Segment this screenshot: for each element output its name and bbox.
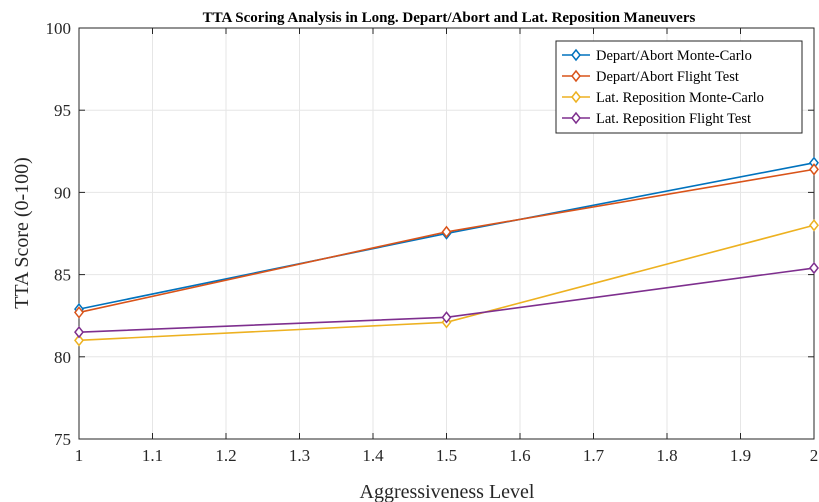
legend-label: Depart/Abort Monte-Carlo xyxy=(596,48,752,64)
data-point xyxy=(809,261,819,275)
x-tick-label: 1.3 xyxy=(289,446,310,465)
legend-marker xyxy=(571,69,581,83)
data-point xyxy=(74,306,84,319)
x-tick-label: 1.2 xyxy=(215,446,236,465)
x-axis: 1 1.1 1.2 1.3 1.4 1.5 1.6 1.7 1.8 1.9 2 xyxy=(75,28,819,465)
x-tick-label: 1.9 xyxy=(730,446,751,465)
legend-item: Depart/Abort Monte-Carlo xyxy=(562,48,752,64)
x-tick-label: 1.4 xyxy=(362,446,384,465)
legend-label: Lat. Reposition Flight Test xyxy=(596,111,751,127)
data-point xyxy=(809,219,819,232)
legend-item: Lat. Reposition Flight Test xyxy=(562,111,751,127)
legend-label: Depart/Abort Flight Test xyxy=(596,69,739,85)
chart-title: TTA Scoring Analysis in Long. Depart/Abo… xyxy=(203,10,696,26)
series-1 xyxy=(74,163,819,319)
y-axis-label: TTA Score (0-100) xyxy=(11,157,33,309)
x-tick-label: 1 xyxy=(75,446,84,465)
x-tick-label: 2 xyxy=(810,446,819,465)
legend-item: Depart/Abort Flight Test xyxy=(562,69,739,85)
legend-label: Lat. Reposition Monte-Carlo xyxy=(596,90,764,106)
series-3 xyxy=(74,261,819,339)
data-point xyxy=(441,225,452,239)
y-tick-label: 95 xyxy=(54,101,71,120)
y-tick-label: 85 xyxy=(54,266,71,285)
legend-marker xyxy=(571,111,581,125)
x-tick-label: 1.8 xyxy=(656,446,677,465)
data-point xyxy=(809,163,819,176)
data-point xyxy=(441,311,452,324)
y-axis: 75 80 85 90 95 100 xyxy=(46,19,814,449)
y-tick-label: 75 xyxy=(54,430,71,449)
legend-marker xyxy=(571,48,581,62)
x-tick-label: 1.1 xyxy=(142,446,163,465)
y-tick-label: 80 xyxy=(54,348,71,367)
x-tick-label: 1.6 xyxy=(509,446,530,465)
x-tick-label: 1.7 xyxy=(583,446,605,465)
series-group xyxy=(74,156,819,347)
y-tick-label: 90 xyxy=(54,183,71,202)
y-tick-label: 100 xyxy=(46,19,72,38)
legend-marker xyxy=(571,90,581,104)
legend: Depart/Abort Monte-Carlo Depart/Abort Fli… xyxy=(555,40,803,134)
data-point xyxy=(74,325,84,339)
x-tick-label: 1.5 xyxy=(436,446,457,465)
legend-box xyxy=(555,40,803,134)
data-point xyxy=(74,334,84,347)
x-axis-label: Aggressiveness Level xyxy=(360,481,535,502)
legend-item: Lat. Reposition Monte-Carlo xyxy=(562,90,764,106)
